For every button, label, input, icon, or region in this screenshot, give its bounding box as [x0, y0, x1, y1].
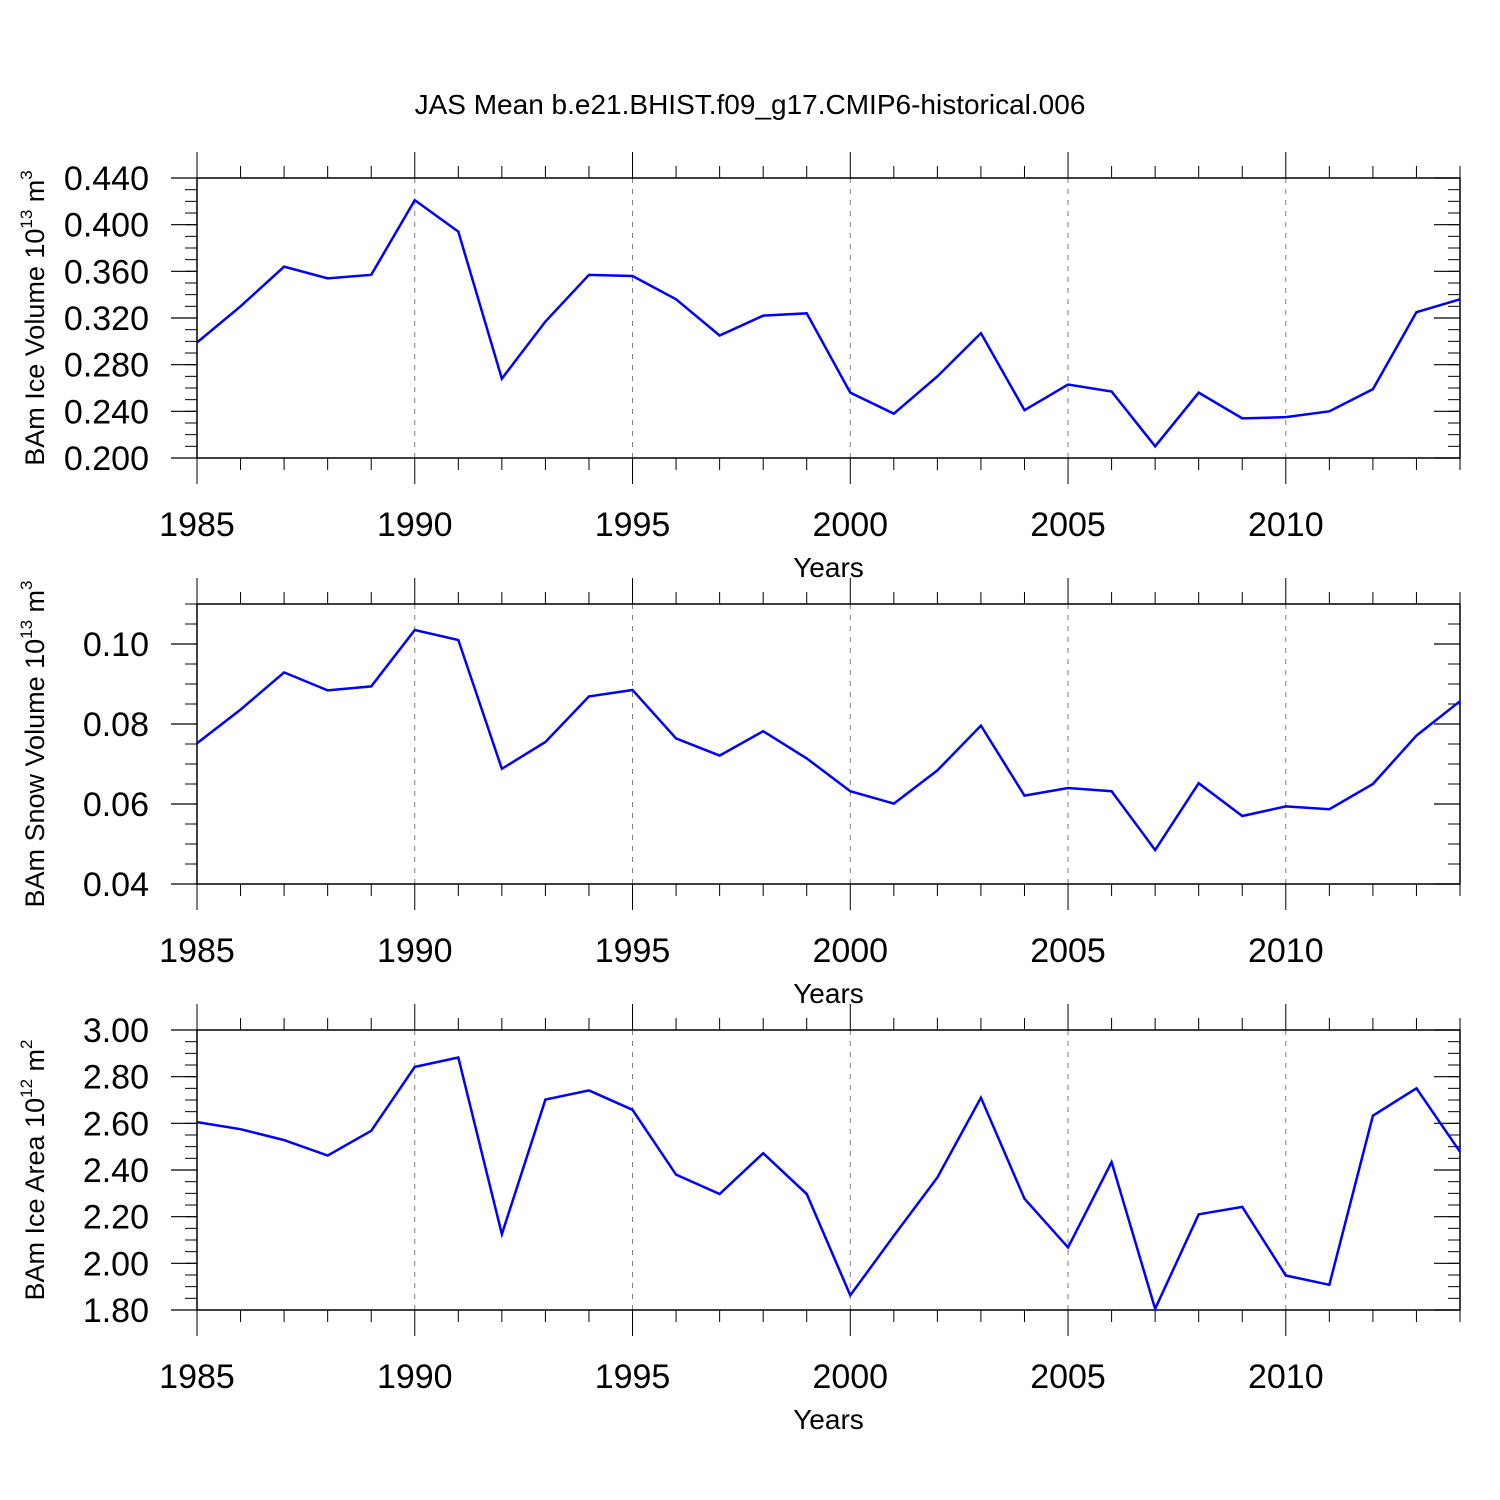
x-tick-label: 2010 [1248, 932, 1324, 970]
y-axis-title-text: BAm Ice Volume 10 [20, 229, 50, 466]
y-tick-label: 1.80 [83, 1292, 149, 1330]
series-line [196, 198, 1461, 449]
x-tick-label: 2005 [1030, 1358, 1106, 1396]
x-tick-label: 2010 [1248, 506, 1324, 544]
x-tick-label: 2000 [812, 506, 888, 544]
x-tick-label: 1995 [595, 1358, 671, 1396]
y-tick-label: 0.200 [64, 440, 149, 478]
y-axis-title-text: BAm Snow Volume 10 [20, 639, 50, 908]
y-axis-title-text: BAm Ice Area 10 [20, 1098, 50, 1301]
y-tick-label: 0.06 [83, 786, 149, 824]
y-axis-title: BAm Ice Area 1012 m2 [17, 1040, 50, 1301]
x-tick-label: 2005 [1030, 506, 1106, 544]
x-tick-label: 2010 [1248, 1358, 1324, 1396]
y-axis-title-exponent: 13 [17, 620, 36, 639]
x-tick-label: 1990 [377, 506, 453, 544]
x-tick-label: 1985 [159, 506, 235, 544]
y-axis-title-unit-exponent: 3 [17, 170, 36, 179]
x-tick-label: 1995 [595, 932, 671, 970]
y-tick-label: 0.320 [64, 300, 149, 338]
x-tick-label: 1990 [377, 932, 453, 970]
y-axis-title: BAm Ice Volume 1013 m3 [17, 170, 50, 466]
chart-panels: 1985 1990 1995 2000 2005 2010 Years 0.200 0.240 0… [17, 152, 1462, 1435]
panel-3: 1985 1990 1995 2000 2005 2010 Years 1.80 2.00 2.2… [17, 1004, 1462, 1435]
y-tick-label: 0.440 [64, 160, 149, 198]
series-line [196, 628, 1461, 853]
y-axis-title: BAm Snow Volume 1013 m3 [17, 580, 50, 907]
y-tick-label: 0.10 [83, 626, 149, 664]
x-axis-title: Years [793, 552, 864, 583]
figure-title: JAS Mean b.e21.BHIST.f09_g17.CMIP6-histo… [415, 89, 1086, 120]
y-tick-label: 0.280 [64, 347, 149, 385]
panel-2: 1985 1990 1995 2000 2005 2010 Years 0.04 0.06 0.0… [17, 578, 1461, 1009]
y-tick-label: 2.80 [83, 1059, 149, 1097]
y-tick-label: 2.00 [83, 1245, 149, 1283]
x-axis-title: Years [793, 1404, 864, 1435]
y-axis-title-exponent: 12 [17, 1079, 36, 1098]
y-tick-label: 2.40 [83, 1152, 149, 1190]
y-tick-label: 0.400 [64, 207, 149, 245]
y-tick-label: 3.00 [83, 1012, 149, 1050]
y-tick-label: 0.360 [64, 253, 149, 291]
y-tick-label: 2.20 [83, 1199, 149, 1237]
y-tick-label: 2.60 [83, 1105, 149, 1143]
y-axis-title-unit-exponent: 3 [17, 580, 36, 589]
x-tick-label: 2000 [812, 1358, 888, 1396]
series-line [196, 1056, 1462, 1313]
y-axis-title-exponent: 13 [17, 210, 36, 229]
y-tick-label: 0.04 [83, 866, 149, 904]
y-tick-label: 0.240 [64, 393, 149, 431]
x-tick-label: 1985 [159, 1358, 235, 1396]
y-axis-title-unit-exponent: 2 [17, 1040, 36, 1049]
y-tick-label: 0.08 [83, 706, 149, 744]
panel-1: 1985 1990 1995 2000 2005 2010 Years 0.200 0.240 0… [17, 152, 1461, 583]
x-tick-label: 1990 [377, 1358, 453, 1396]
y-axis-title-unit: m [20, 1049, 50, 1079]
x-tick-label: 1985 [159, 932, 235, 970]
y-axis-title-unit: m [20, 180, 50, 210]
x-axis-title: Years [793, 978, 864, 1009]
y-axis-title-unit: m [20, 590, 50, 620]
x-tick-label: 2005 [1030, 932, 1106, 970]
x-tick-label: 1995 [595, 506, 671, 544]
x-tick-label: 2000 [812, 932, 888, 970]
